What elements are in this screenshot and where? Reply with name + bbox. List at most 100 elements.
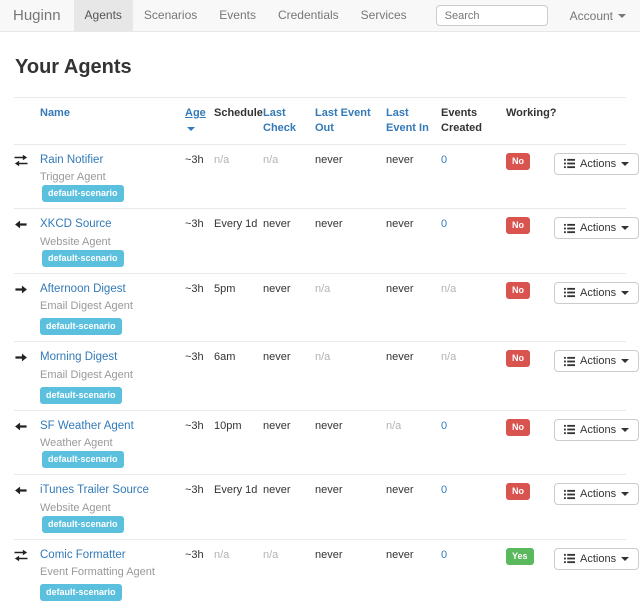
exchange-icon [14, 154, 28, 170]
agent-name-link[interactable]: XKCD Source [40, 218, 112, 231]
navbar-right: Account [435, 0, 640, 31]
schedule-cell: Every 1d [214, 484, 258, 497]
arrow-right-icon [14, 285, 28, 299]
search-input[interactable] [435, 5, 548, 26]
actions-button[interactable]: Actions [554, 483, 640, 506]
actions-button[interactable]: Actions [554, 418, 640, 441]
actions-button[interactable]: Actions [554, 281, 640, 304]
events-created-cell: n/a [441, 282, 457, 295]
scenario-badge[interactable]: default-scenario [42, 249, 124, 267]
column-header-last-event-in[interactable]: Last Event In [386, 107, 429, 134]
column-header-last-event-out[interactable]: Last Event Out [315, 107, 371, 134]
agent-type-label: Trigger Agent [40, 171, 106, 184]
actions-button[interactable]: Actions [554, 547, 640, 570]
scenario-badge[interactable]: default-scenario [42, 451, 124, 469]
last-check-cell: never [263, 218, 291, 231]
schedule-cell: 5pm [214, 282, 236, 295]
actions-column-header [554, 98, 626, 145]
age-cell: ~3h [185, 351, 204, 364]
table-header-row: Name Age Schedule Last Check Last Event … [14, 97, 626, 145]
list-icon [564, 489, 575, 499]
list-icon [564, 288, 575, 298]
last-event-out-cell: n/a [315, 282, 331, 295]
chevron-down-icon [621, 492, 630, 497]
scenario-badge[interactable]: default-scenario [40, 584, 122, 602]
scenario-badge[interactable]: default-scenario [40, 318, 122, 336]
brand-logo[interactable]: Huginn [13, 7, 61, 24]
events-created-link[interactable]: 0 [441, 484, 448, 497]
table-row: XKCD Source Website Agent default-scenar… [14, 208, 640, 274]
agent-type-label: Email Digest Agent [40, 300, 133, 313]
actions-button[interactable]: Actions [554, 350, 640, 373]
working-status-badge: No [506, 483, 530, 501]
list-icon [564, 223, 575, 233]
schedule-cell: 6am [214, 351, 236, 364]
age-cell: ~3h [185, 484, 204, 497]
events-created-link[interactable]: 0 [441, 548, 448, 561]
agent-name-link[interactable]: iTunes Trailer Source [40, 484, 149, 497]
last-check-cell: n/a [263, 153, 279, 166]
last-check-cell: never [263, 484, 291, 497]
nav-tab-agents[interactable]: Agents [73, 0, 133, 31]
actions-button-label: Actions [580, 355, 617, 368]
last-event-out-cell: never [315, 484, 343, 497]
arrow-left-icon [14, 220, 28, 234]
last-event-out-cell: n/a [315, 351, 331, 364]
chevron-down-icon [621, 556, 630, 561]
nav-tab-scenarios[interactable]: Scenarios [143, 8, 198, 22]
agent-name-link[interactable]: Comic Formatter [40, 548, 126, 561]
events-created-link[interactable]: 0 [441, 218, 448, 231]
account-dropdown[interactable]: Account [570, 9, 626, 23]
agent-name-link[interactable]: Rain Notifier [40, 153, 104, 166]
last-event-in-cell: never [386, 351, 414, 364]
last-event-in-cell: never [386, 484, 414, 497]
actions-button-label: Actions [580, 157, 617, 170]
table-row: Rain Notifier Trigger Agent default-scen… [14, 144, 640, 209]
nav-tab-credentials[interactable]: Credentials [277, 8, 339, 22]
page-title: Your Agents [15, 56, 132, 78]
column-header-name[interactable]: Name [40, 107, 70, 119]
schedule-cell: n/a [214, 153, 230, 166]
actions-button-label: Actions [580, 423, 617, 436]
agent-type-label: Email Digest Agent [40, 368, 133, 381]
schedule-cell: 10pm [214, 419, 242, 432]
schedule-cell: Every 1d [214, 218, 258, 231]
last-event-out-cell: never [315, 153, 343, 166]
nav-tab-services[interactable]: Services [360, 8, 407, 22]
list-icon [564, 554, 575, 564]
working-status-badge: No [506, 281, 530, 299]
events-created-link[interactable]: 0 [441, 153, 448, 166]
agent-name-link[interactable]: Morning Digest [40, 351, 118, 364]
last-event-out-cell: never [315, 548, 343, 561]
age-cell: ~3h [185, 218, 204, 231]
nav-tab-events[interactable]: Events [219, 8, 256, 22]
sort-link-age[interactable]: Age [185, 107, 206, 119]
last-check-cell: never [263, 419, 291, 432]
actions-button[interactable]: Actions [554, 152, 640, 175]
list-icon [564, 356, 575, 366]
scenario-badge[interactable]: default-scenario [40, 386, 122, 404]
chevron-down-icon [621, 290, 630, 295]
arrow-left-icon [14, 422, 28, 436]
actions-button-label: Actions [580, 552, 617, 565]
arrow-left-icon [14, 486, 28, 500]
agent-type-label: Website Agent [40, 235, 111, 248]
table-row: Afternoon Digest Email Digest Agent defa… [14, 273, 640, 342]
scenario-badge[interactable]: default-scenario [42, 185, 124, 203]
last-check-cell: never [263, 351, 291, 364]
actions-button-label: Actions [580, 488, 617, 501]
scenario-badge[interactable]: default-scenario [42, 515, 124, 533]
last-event-out-cell: never [315, 218, 343, 231]
chevron-down-icon [621, 427, 630, 432]
column-header-last-check[interactable]: Last Check [263, 107, 297, 134]
column-header-working: Working? [506, 107, 557, 119]
events-created-cell: n/a [441, 351, 457, 364]
agents-table: Name Age Schedule Last Check Last Event … [14, 97, 640, 607]
events-created-link[interactable]: 0 [441, 419, 448, 432]
last-event-in-cell: n/a [386, 419, 402, 432]
agent-name-link[interactable]: Afternoon Digest [40, 282, 126, 295]
column-header-age[interactable]: Age [185, 98, 214, 145]
agent-name-link[interactable]: SF Weather Agent [40, 419, 134, 432]
actions-button[interactable]: Actions [554, 217, 640, 240]
sort-caret-icon [187, 126, 195, 131]
